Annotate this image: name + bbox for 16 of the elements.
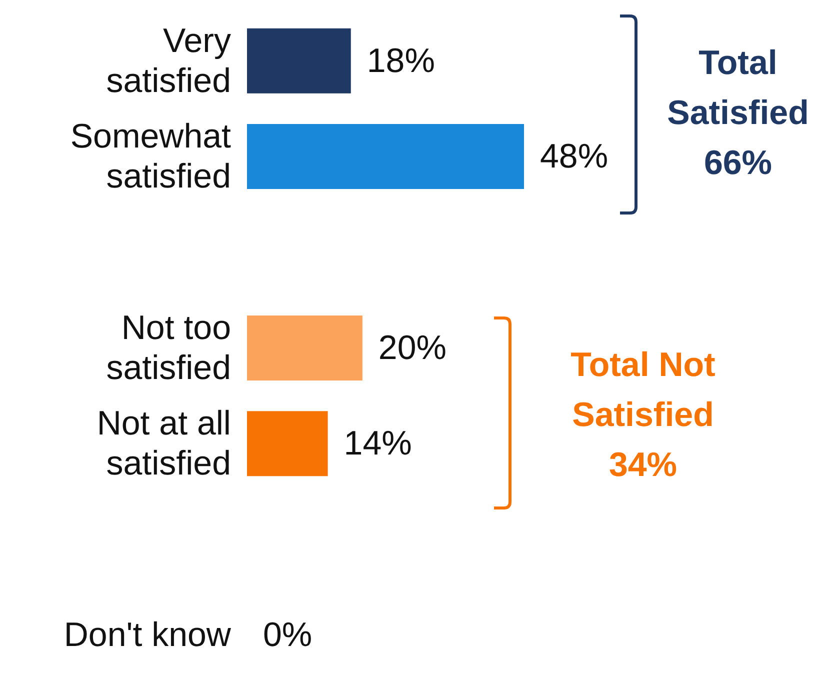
text: Total Satisfied 66%: [666, 43, 810, 184]
y-tick-label: Not too satisfied: [106, 309, 231, 387]
y-tick-label: Somewhat satisfied: [70, 118, 232, 196]
text: Total Not Satisfied 34%: [570, 345, 716, 486]
data-label: 18%: [366, 42, 435, 80]
data-label: 48%: [540, 138, 608, 176]
y-tick-label: Don't know: [64, 616, 232, 654]
y-tick-label: Not at all satisfied: [96, 404, 231, 483]
y-tick-label: Very satisfied: [106, 22, 231, 100]
data-label: 20%: [378, 329, 446, 367]
bar: [247, 28, 351, 94]
data-label: 0%: [263, 616, 312, 654]
bar: [247, 411, 328, 476]
bar: [247, 124, 524, 190]
bar: [247, 315, 362, 380]
data-label: 14%: [344, 424, 412, 463]
